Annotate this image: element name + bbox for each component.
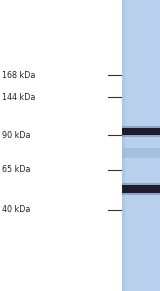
Text: 40 kDa: 40 kDa (2, 205, 30, 214)
Text: 90 kDa: 90 kDa (2, 130, 30, 139)
Bar (122, 183, 160, 195)
Bar (122, 0, 160, 291)
Bar (122, 128, 160, 135)
Bar (122, 0, 125, 291)
Text: 144 kDa: 144 kDa (2, 93, 35, 102)
Bar (122, 126, 160, 137)
Bar (122, 185, 160, 193)
Bar (122, 148, 160, 158)
Text: 65 kDa: 65 kDa (2, 166, 30, 175)
Text: 168 kDa: 168 kDa (2, 70, 35, 79)
